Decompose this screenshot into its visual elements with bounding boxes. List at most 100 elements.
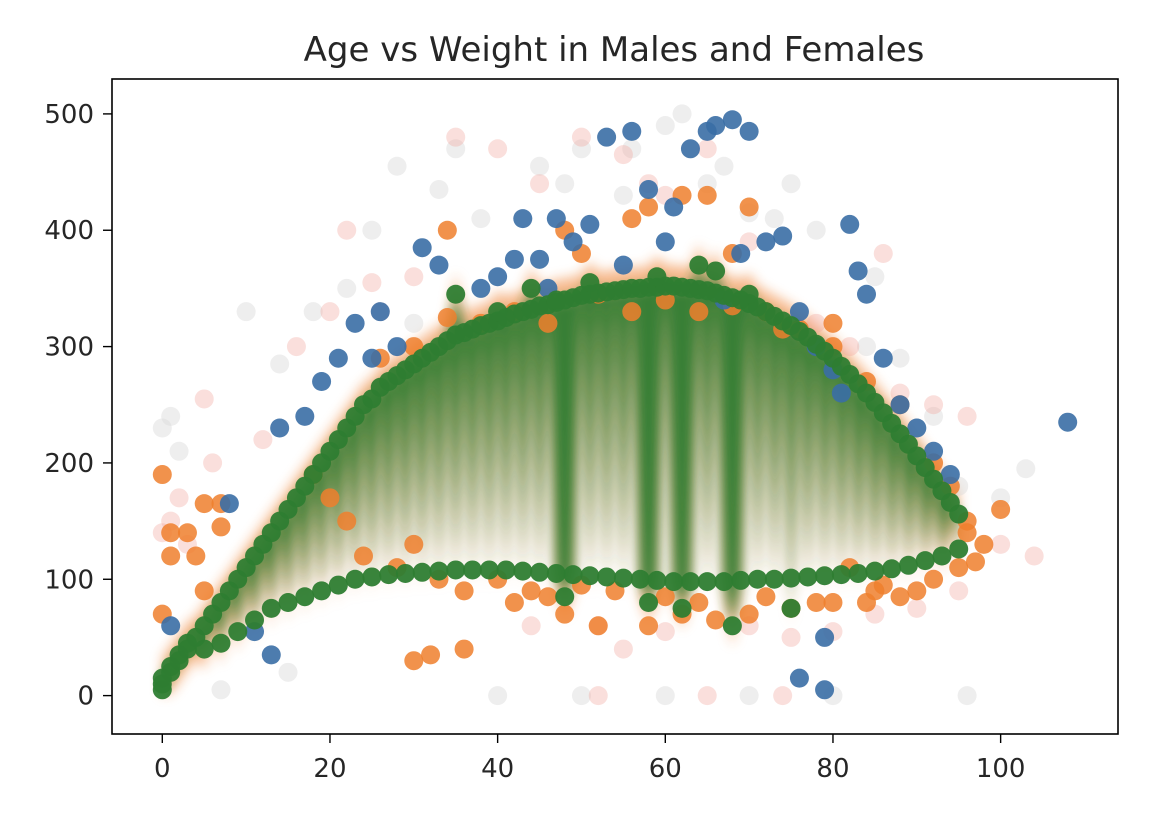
data-point [236,302,256,322]
y-tick-label: 500 [44,100,94,130]
data-point [161,523,181,543]
data-point [940,465,960,485]
data-point [295,406,315,426]
y-tick-label: 400 [44,216,94,246]
data-point [639,180,659,200]
data-point [546,563,566,583]
data-point [194,581,214,601]
data-point [354,546,373,566]
data-point [655,232,675,252]
data-point [639,616,659,636]
data-point [571,127,591,147]
data-point [823,313,843,333]
x-tick-label: 60 [649,754,682,784]
data-point [957,523,977,543]
data-point [773,686,793,706]
x-tick-label: 80 [816,754,849,784]
data-point [857,337,876,357]
plot-frame [111,78,1119,735]
data-point [521,616,541,636]
data-point [739,121,759,141]
data-point [840,337,860,357]
data-point [865,561,885,581]
green-density-band [162,265,959,690]
data-point [949,558,969,578]
data-point [186,546,206,566]
data-point [471,278,491,298]
data-point [957,686,977,706]
data-point [706,610,726,630]
data-point [882,559,902,579]
data-point [538,313,558,333]
data-point [395,563,415,583]
data-point [622,121,642,141]
data-point [672,104,692,124]
data-point [404,534,424,554]
data-point [806,593,826,613]
data-point [387,337,407,357]
series-4 [152,255,969,700]
data-point [337,220,357,240]
data-point [295,587,315,607]
data-point [320,302,340,322]
data-point [588,616,608,636]
x-tick-label: 20 [313,754,346,784]
data-point [379,565,399,585]
data-point [362,220,382,240]
data-point [622,139,642,159]
data-point [580,273,600,293]
data-point [429,180,449,200]
data-point [588,686,608,706]
data-point [404,651,424,671]
data-point [991,499,1011,519]
data-point [806,220,826,240]
y-tick-label: 0 [77,682,94,712]
data-point [907,581,927,601]
data-point [647,570,667,590]
data-point [689,255,709,275]
data-point [739,197,759,217]
data-point [412,238,432,258]
data-point [194,494,214,514]
data-point [555,174,575,194]
data-point [647,267,667,287]
data-point [538,587,558,607]
data-point [714,572,734,592]
data-point [211,680,231,700]
data-point [815,680,835,700]
data-point [580,566,600,586]
data-point [530,562,550,582]
data-point [362,567,382,587]
point-density-cloud [162,244,959,696]
data-point [504,593,524,613]
data-point [421,645,441,665]
data-point [488,267,508,287]
data-point [613,255,633,275]
data-point [974,534,994,554]
data-point [907,598,927,618]
data-point [345,569,365,589]
data-point [865,267,885,287]
data-point [991,534,1011,554]
data-point [932,546,952,566]
data-point [446,560,466,580]
data-point [437,220,457,240]
data-point [530,249,550,269]
data-point [194,389,214,409]
data-point [345,313,365,333]
data-point [1024,546,1044,566]
data-point [957,406,977,426]
data-point [571,139,591,159]
data-point [840,214,860,234]
data-point [261,598,281,618]
data-point [488,302,508,322]
data-point [655,116,675,136]
data-point [639,197,659,217]
data-point [789,302,809,322]
data-point [655,587,675,607]
data-point [949,504,969,524]
data-point [177,523,197,543]
data-point [655,686,675,706]
data-point [789,668,809,688]
